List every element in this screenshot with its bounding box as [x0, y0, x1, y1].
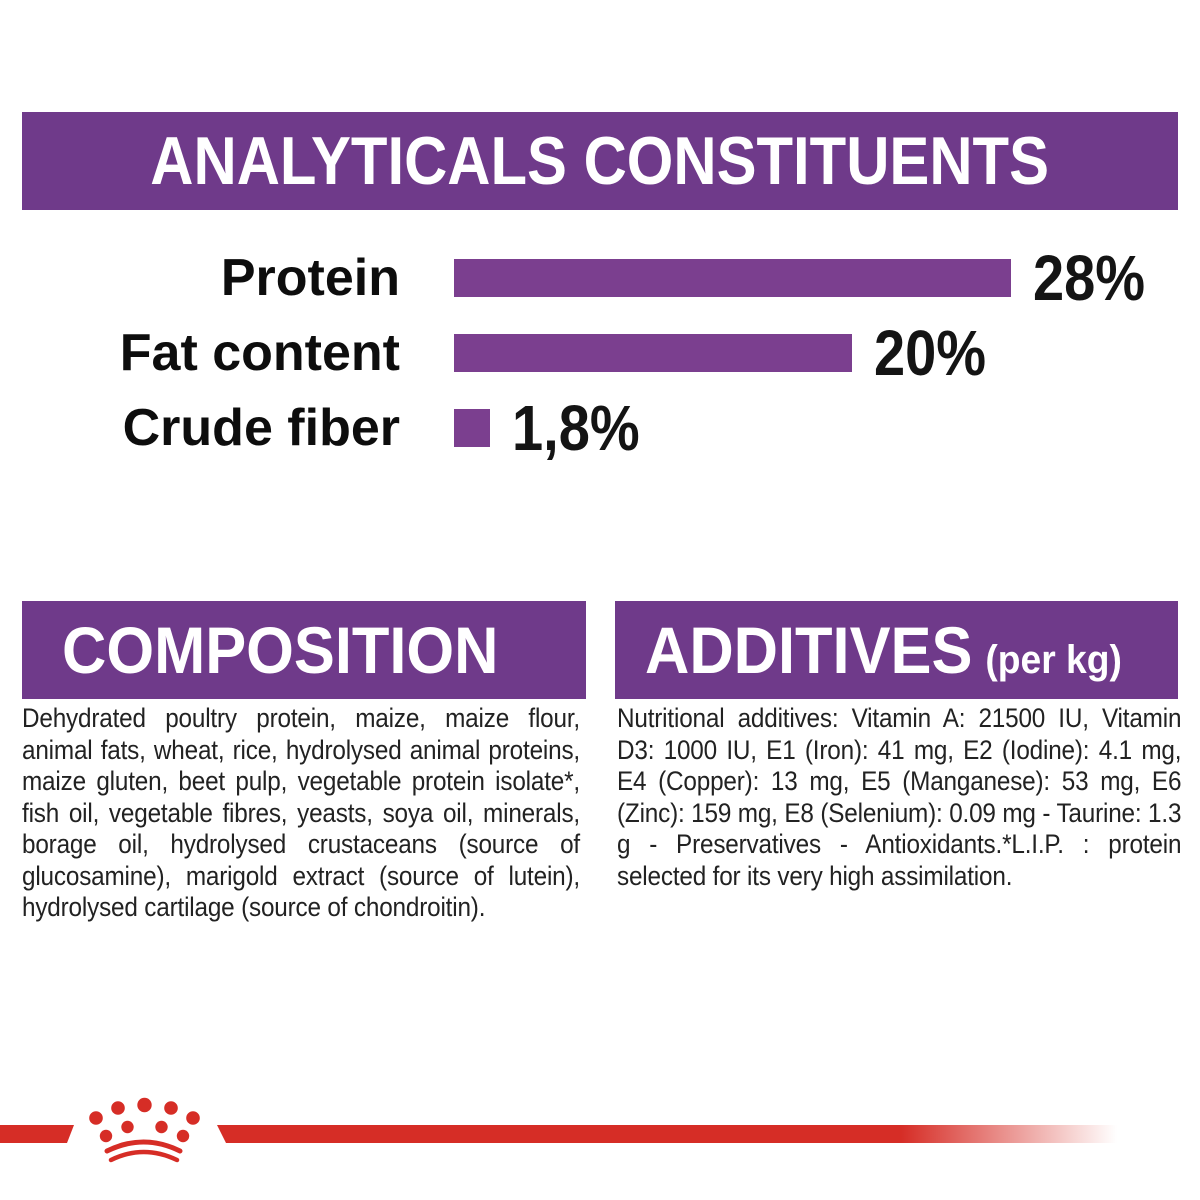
chart-row-fat-content: Fat content 20% — [0, 314, 1200, 391]
bar-label: Fat content — [119, 323, 400, 382]
bar-value: 1,8% — [511, 391, 640, 464]
brand-line-right — [217, 1125, 1117, 1143]
crown-logo-icon — [89, 1097, 200, 1163]
bar-crude-fiber — [454, 408, 490, 447]
composition-title: COMPOSITION — [62, 613, 499, 687]
analyticals-constituents-title: ANALYTICALS CONSTITUENTS — [150, 123, 1050, 199]
chart-row-protein: Protein 28% — [0, 239, 1200, 316]
brand-line-left — [0, 1125, 74, 1143]
analyticals-constituents-banner: ANALYTICALS CONSTITUENTS — [22, 112, 1178, 210]
bar-label: Crude fiber — [122, 398, 400, 457]
additives-per-kg-label: (per kg) — [985, 638, 1122, 682]
bar-value: 28% — [1033, 241, 1146, 314]
additives-title: ADDITIVES — [645, 613, 973, 687]
composition-banner: COMPOSITION — [22, 601, 586, 699]
bar-value: 20% — [874, 316, 987, 389]
chart-row-crude-fiber: Crude fiber 1,8% — [0, 389, 1200, 466]
composition-text: Dehydrated poultry protein, maize, maize… — [22, 703, 580, 922]
bar-protein — [454, 258, 1012, 297]
bar-label: Protein — [220, 248, 400, 307]
bar-fat-content — [454, 333, 852, 372]
additives-banner: ADDITIVES (per kg) — [615, 601, 1178, 699]
additives-text: Nutritional additives: Vitamin A: 21500 … — [617, 703, 1182, 891]
